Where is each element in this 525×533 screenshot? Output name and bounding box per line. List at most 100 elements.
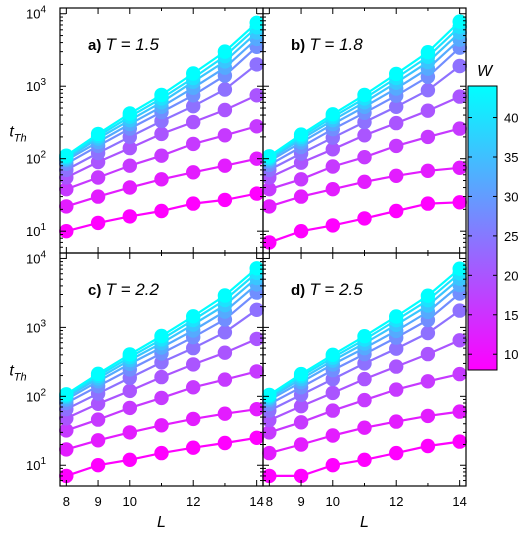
panel-label: a) T = 1.5 (88, 35, 159, 54)
y-axis-label-sub: Th (14, 133, 27, 145)
data-point (420, 103, 436, 118)
data-point (325, 428, 340, 443)
data-point (357, 329, 372, 344)
data-point (59, 442, 74, 457)
data-point (249, 15, 264, 30)
data-point (420, 438, 436, 454)
x-axis-label: L (360, 514, 369, 531)
series-W16 (262, 121, 467, 197)
y-tick-base: 10 (26, 320, 40, 335)
data-point (389, 138, 404, 154)
y-tick-exponent: 2 (40, 387, 46, 398)
data-point (357, 211, 372, 226)
colorbar-label: W (477, 63, 494, 80)
data-point (249, 364, 264, 379)
data-point (59, 423, 74, 438)
data-point (420, 163, 436, 178)
data-point (249, 402, 264, 417)
data-point (293, 399, 309, 414)
data-point (325, 403, 340, 418)
data-point (452, 434, 467, 449)
y-tick-exponent: 2 (40, 150, 46, 161)
data-point (249, 119, 264, 134)
panel-b: b) T = 1.8 (262, 7, 467, 254)
x-tick-label: 9 (297, 494, 304, 509)
series-W44 (262, 14, 467, 164)
data-point (325, 159, 340, 174)
series-W20 (59, 331, 264, 426)
y-axis-label-main: t (9, 363, 14, 380)
data-point (217, 372, 233, 387)
y-tick-exponent: 1 (40, 222, 46, 233)
panel-letter: c) (88, 282, 106, 299)
data-point (293, 189, 309, 204)
data-point (325, 385, 340, 401)
x-tick-label: 14 (249, 494, 263, 509)
x-tick-label: 8 (63, 494, 70, 509)
data-point (90, 396, 106, 411)
data-point (154, 126, 169, 142)
panel-label: d) T = 2.5 (291, 280, 363, 299)
series-W12 (59, 402, 264, 457)
y-tick-base: 10 (26, 251, 40, 266)
data-point (217, 345, 233, 360)
data-point (420, 83, 436, 98)
x-tick-label: 14 (452, 494, 466, 509)
y-axis-label-main: t (9, 124, 14, 141)
data-point (262, 445, 277, 461)
data-point (186, 66, 201, 81)
data-point (217, 82, 233, 97)
data-point (122, 209, 137, 224)
series-W8 (59, 186, 264, 239)
colorbar-gradient (467, 85, 498, 371)
data-point (420, 325, 436, 341)
data-point (357, 150, 372, 165)
colorbar-tick-label: 20 (504, 268, 518, 283)
y-ticks (263, 257, 466, 487)
y-axis-label-sub: Th (14, 372, 27, 384)
data-point (357, 128, 372, 143)
series-W8 (59, 430, 264, 484)
data-point (122, 400, 137, 416)
data-point (90, 366, 106, 381)
colorbar-tick-label: 30 (504, 189, 518, 204)
y-tick-base: 10 (26, 458, 40, 473)
y-tick-exponent: 3 (40, 318, 46, 329)
data-point (122, 425, 137, 440)
data-point (217, 102, 233, 118)
data-point (90, 170, 106, 185)
data-point (452, 195, 467, 210)
data-point (262, 182, 277, 197)
data-point (154, 172, 169, 187)
data-point (186, 340, 201, 356)
y-tick-label: 104 (26, 249, 46, 266)
x-tick-label: 12 (186, 494, 200, 509)
x-ticks (65, 8, 258, 253)
data-point (452, 303, 467, 318)
panel-temperature: T = 2.2 (106, 280, 160, 299)
data-point (217, 325, 233, 340)
data-point (154, 418, 169, 433)
colorbar-tick-label: 40 (504, 111, 518, 126)
series-W8 (262, 195, 467, 250)
data-point (452, 333, 467, 348)
data-point (59, 387, 74, 402)
panel-letter: a) (88, 37, 106, 54)
data-point (293, 366, 309, 382)
data-point (389, 341, 404, 356)
data-point (293, 468, 309, 484)
x-tick-label: 10 (123, 494, 137, 509)
data-point (186, 411, 201, 427)
data-point (325, 182, 340, 197)
y-ticks (263, 13, 466, 254)
data-point (186, 165, 201, 180)
data-point (389, 309, 404, 324)
data-point (90, 433, 106, 448)
data-point (90, 412, 106, 427)
data-point (389, 382, 404, 397)
data-point (325, 458, 340, 473)
data-point (186, 357, 201, 372)
colorbar-tick-label: 10 (504, 347, 518, 362)
